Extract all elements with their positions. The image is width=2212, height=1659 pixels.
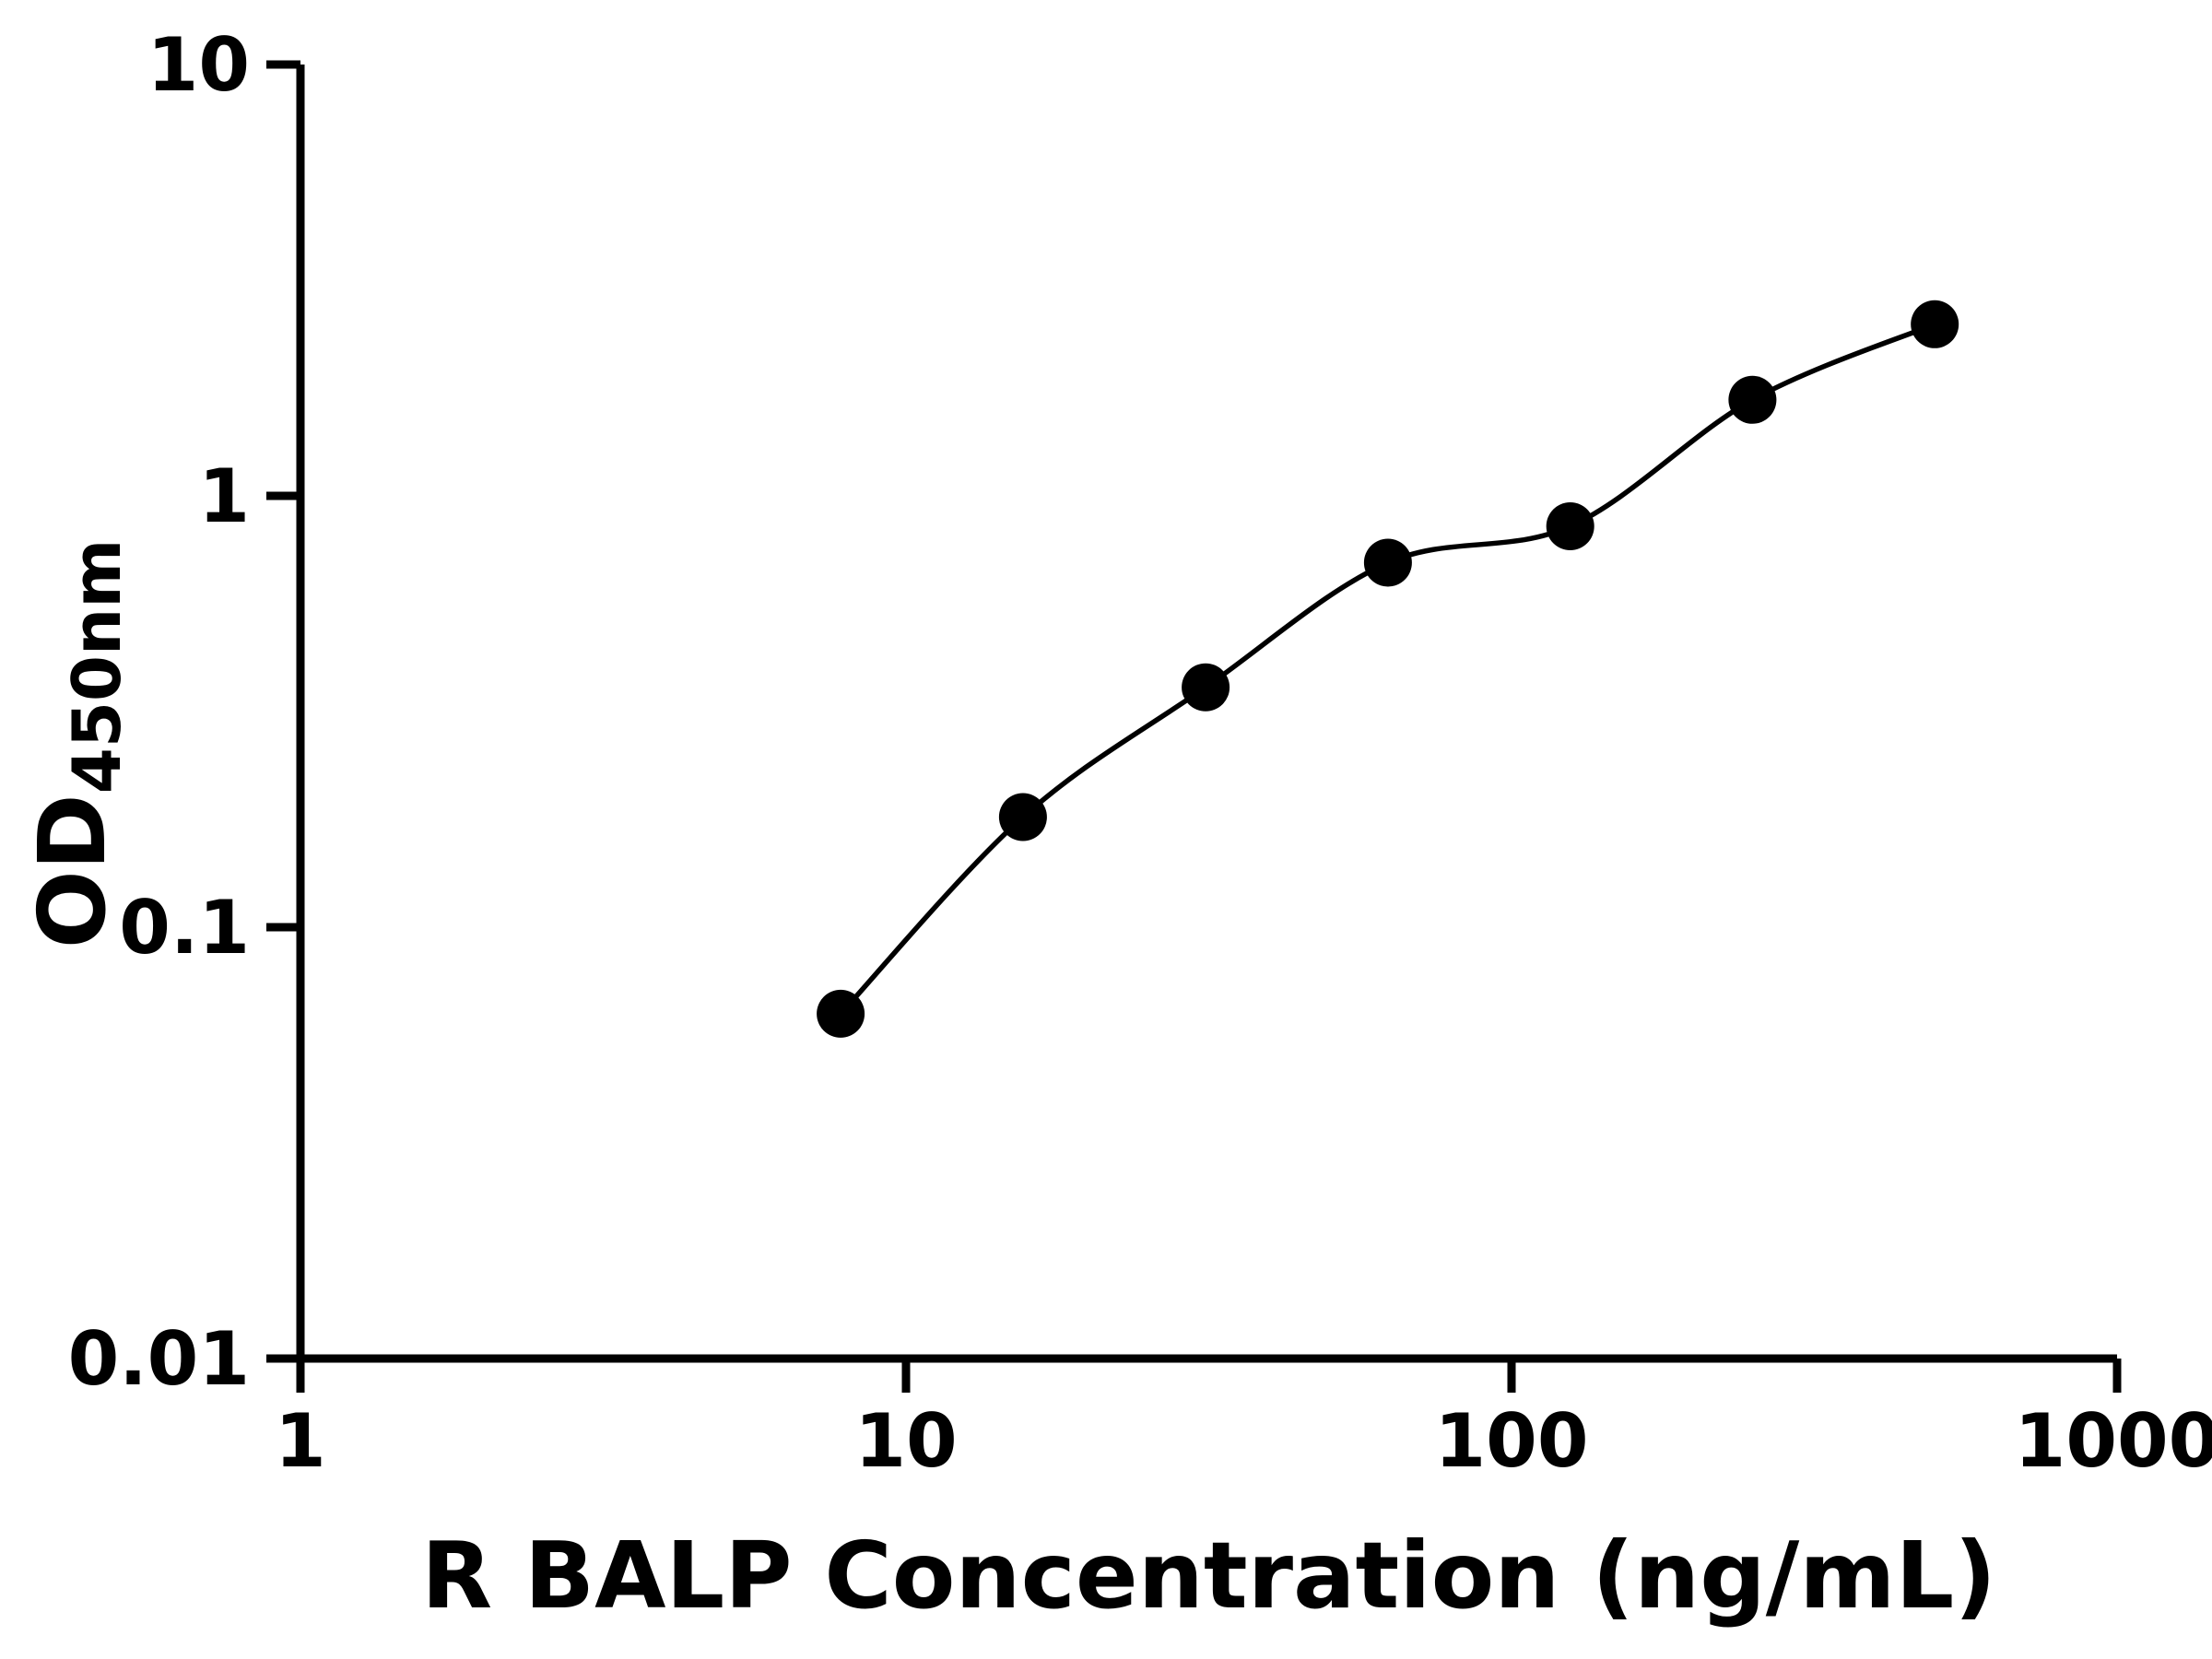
y-tick-label: 1 [198,453,250,539]
x-tick-label: 100 [1435,1398,1589,1484]
x-tick-label: 1 [275,1398,326,1484]
axis-spines [296,65,2117,1363]
y-tick-label: 10 [147,22,250,108]
y-axis-label-subscript: 450nm [58,538,136,794]
y-tick-label: 0.1 [119,885,250,971]
data-point [1546,502,1594,550]
data-point [998,793,1047,841]
y-tick-label: 0.01 [68,1316,250,1402]
y-axis-label-main: OD [18,794,126,949]
fit-curve [839,322,1936,1016]
x-tick-label: 1000 [2015,1398,2212,1484]
data-point [1728,375,1777,424]
data-point [1911,300,1959,348]
y-axis-label: OD450nm [18,539,135,949]
x-axis-label: R BALP Concentration (ng/mL) [421,1522,1996,1630]
data-point [1363,538,1412,587]
data-point [1182,663,1230,712]
data-point [817,989,865,1038]
x-tick-label: 10 [854,1398,957,1484]
